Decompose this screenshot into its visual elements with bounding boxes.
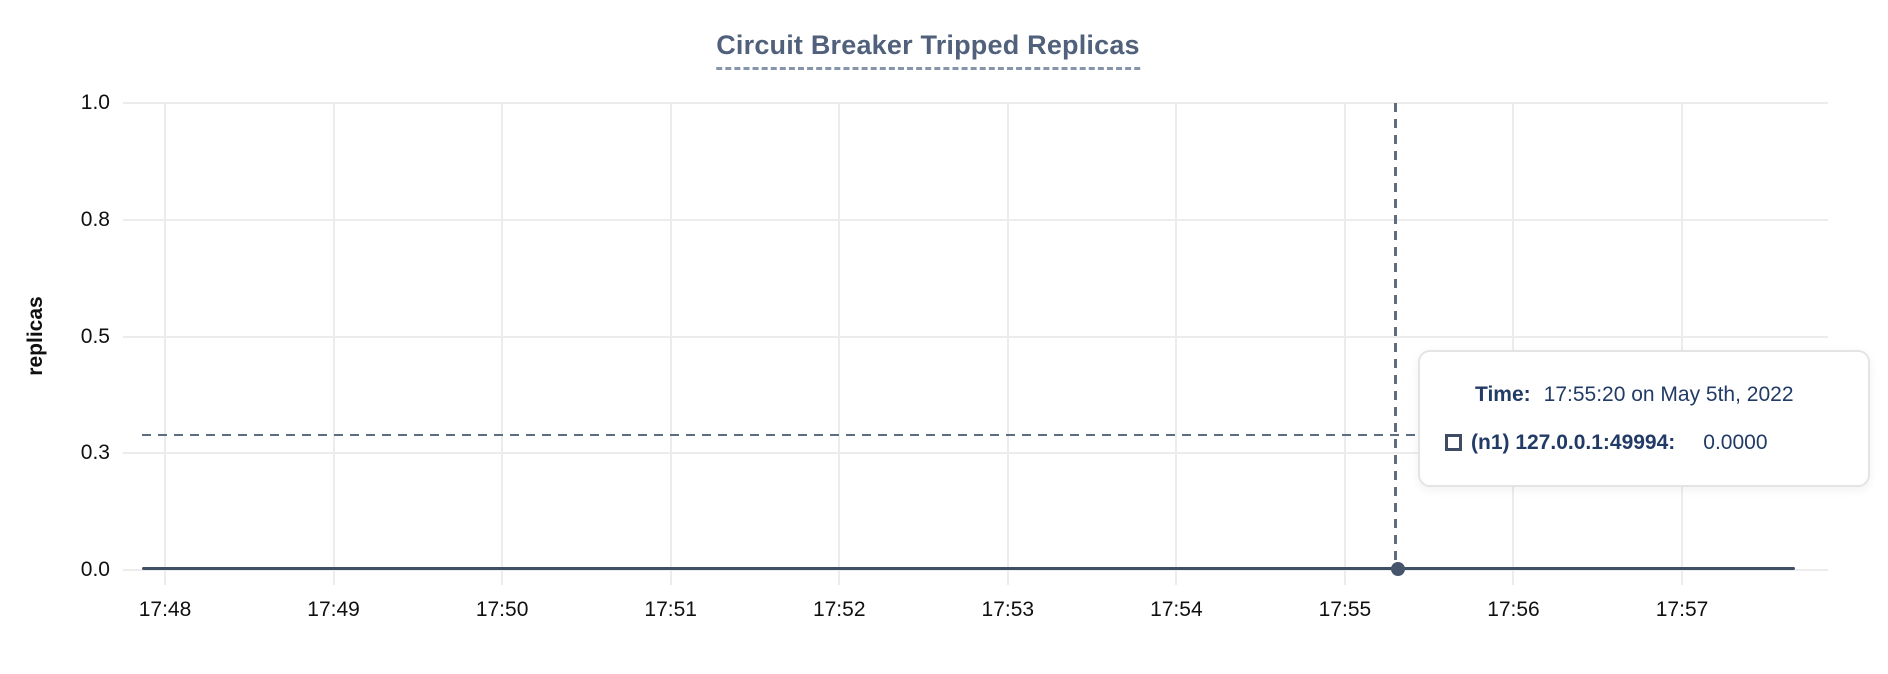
x-tick-label: 17:52 [812,598,866,621]
gridline-vertical [1681,103,1684,585]
gridline-vertical [669,103,672,585]
chart-header: Circuit Breaker Tripped Replicas [716,30,1140,70]
gridline-horizontal [123,569,1828,571]
y-tick-label: 0.0 [80,558,110,581]
x-tick-label: 17:57 [1655,598,1709,621]
chart-title: Circuit Breaker Tripped Replicas [716,30,1140,70]
x-tick-label: 17:51 [644,598,697,621]
tooltip-series-value: 0.0000 [1703,430,1768,454]
gridline-vertical [501,103,504,585]
gridline-horizontal [123,218,1828,221]
tooltip-series-label: (n1) 127.0.0.1:49994: [1471,430,1676,454]
gridline-vertical [1006,103,1009,585]
x-tick-label: 17:50 [475,598,529,621]
x-tick-label: 17:54 [1150,598,1203,621]
x-tick-label: 17:56 [1487,598,1540,621]
tooltip: Time: 17:55:20 on May 5th, 2022 (n1) 127… [1418,350,1870,487]
gridline-vertical [1175,103,1178,585]
gridline-vertical [838,103,841,585]
gridline-horizontal [123,335,1828,338]
gridline-vertical [1343,103,1346,585]
tooltip-time-row: Time: 17:55:20 on May 5th, 2022 [1420,383,1868,407]
tooltip-time-label: Time: [1475,382,1531,406]
x-tick-label: 17:48 [138,598,192,621]
series-line [142,567,1795,570]
series-marker-icon [1445,434,1462,451]
crosshair-vertical-line [1394,103,1397,563]
tooltip-series-row: (n1) 127.0.0.1:49994: 0.0000 [1420,431,1868,455]
x-tick-label: 17:53 [981,598,1035,621]
x-tick-label: 17:55 [1318,598,1372,621]
gridline-vertical [332,103,335,585]
y-tick-label: 0.8 [80,207,110,231]
x-tick-label: 17:49 [307,598,360,621]
y-tick-label: 0.5 [80,324,110,348]
gridline-horizontal [123,102,1828,104]
gridline-horizontal [123,452,1828,455]
y-tick-label: 0.3 [80,441,110,465]
crosshair-horizontal-line [142,434,1418,436]
plot-area[interactable] [123,85,1828,585]
y-tick-label: 1.0 [80,91,110,114]
tooltip-time-value: 17:55:20 on May 5th, 2022 [1543,382,1794,406]
gridline-vertical [164,103,166,585]
gridline-vertical [1512,103,1515,585]
hovered-point-marker [1391,562,1405,576]
